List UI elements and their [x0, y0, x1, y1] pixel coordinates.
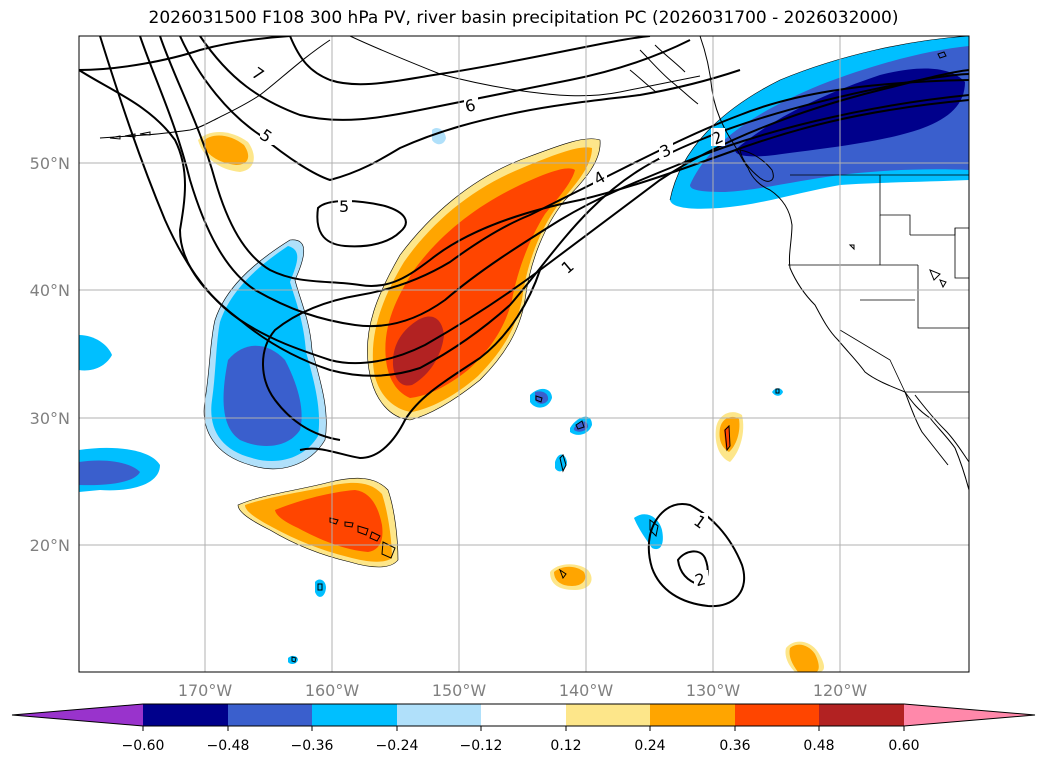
colorbar-tick-label: −0.12 — [460, 738, 503, 754]
colorbar-tick-label: 0.36 — [719, 738, 750, 754]
pv-contours — [79, 36, 969, 608]
colorbar-swatch — [650, 704, 735, 726]
colorbar-extend-left — [12, 704, 143, 726]
map-frame — [78, 35, 970, 673]
lon-label: 150°W — [432, 681, 487, 700]
colorbar-tick-label: 0.48 — [803, 738, 834, 754]
lon-label: 130°W — [686, 681, 741, 700]
lat-label: 30°N — [30, 409, 70, 428]
colorbar-swatch — [312, 704, 397, 726]
colorbar-tick-label: −0.60 — [122, 738, 165, 754]
contour-label: 6 — [463, 95, 478, 116]
lon-label: 160°W — [305, 681, 360, 700]
colorbar: −0.60 −0.48 −0.36 −0.24 −0.12 0.12 0.24 … — [11, 703, 1036, 754]
map-title: 2026031500 F108 300 hPa PV, river basin … — [148, 8, 899, 28]
colorbar-tick-label: −0.48 — [207, 738, 250, 754]
colorbar-swatch — [735, 704, 819, 726]
colorbar-swatch — [481, 704, 566, 726]
colorbar-swatch — [397, 704, 481, 726]
colorbar-swatch — [566, 704, 650, 726]
colorbar-tick-label: −0.36 — [291, 738, 334, 754]
contour-labels: 7 6 5 5 4 3 2 1 1 2 — [248, 63, 726, 590]
colorbar-swatch — [819, 704, 904, 726]
islands — [109, 51, 947, 663]
lat-label: 40°N — [30, 281, 70, 300]
colorbar-tick-label: −0.24 — [376, 738, 419, 754]
colorbar-tick-label: 0.24 — [634, 738, 665, 754]
lon-label: 140°W — [559, 681, 614, 700]
lon-label: 170°W — [178, 681, 233, 700]
colorbar-swatch — [228, 704, 312, 726]
lat-label: 20°N — [30, 536, 70, 555]
colorbar-swatch — [143, 704, 228, 726]
colorbar-tick-label: 0.12 — [550, 738, 581, 754]
lat-label: 50°N — [30, 154, 70, 173]
colorbar-tick-label: 0.60 — [888, 738, 919, 754]
longitude-labels: 170°W 160°W 150°W 140°W 130°W 120°W — [178, 681, 868, 700]
gridlines — [79, 36, 969, 672]
contour-label: 2 — [693, 569, 708, 590]
contour-label: 5 — [339, 197, 349, 216]
lon-label: 120°W — [813, 681, 868, 700]
latitude-labels: 50°N 40°N 30°N 20°N — [30, 154, 70, 555]
colorbar-extend-right — [904, 704, 1035, 726]
political-boundaries — [788, 174, 969, 393]
